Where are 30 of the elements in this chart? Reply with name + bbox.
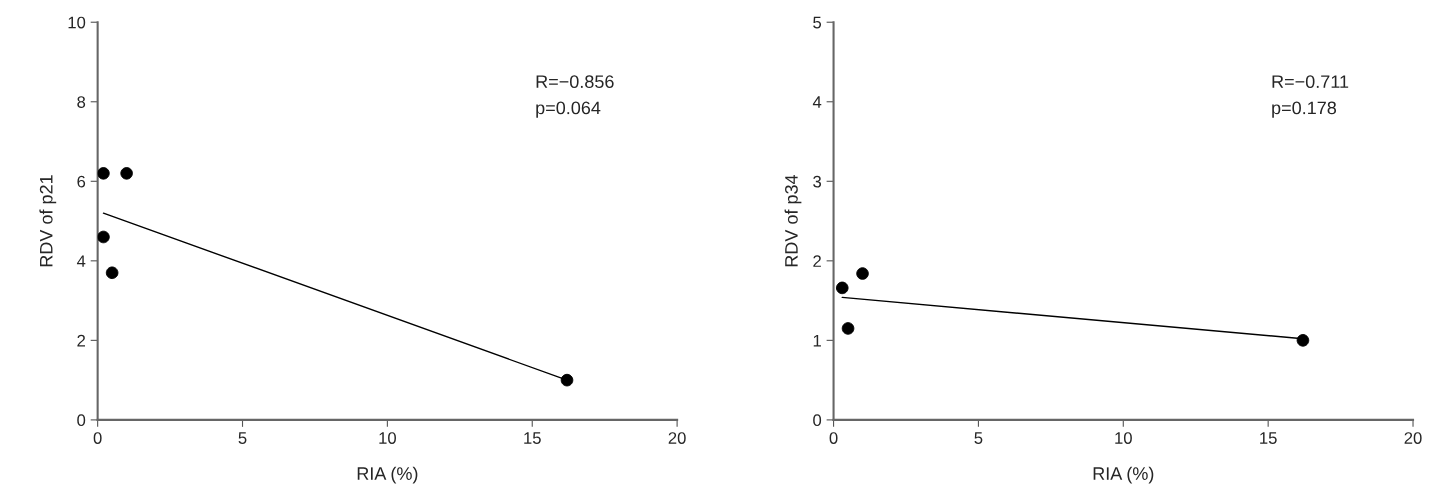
y-tick-label: 0	[77, 414, 86, 427]
x-axis-title: RIA (%)	[357, 466, 418, 484]
annotation: R=−0.856	[536, 75, 614, 89]
x-axis-title: RIA (%)	[1093, 466, 1154, 484]
y-tick-label: 4	[76, 255, 86, 267]
y-tick-label: 8	[77, 96, 86, 108]
x-tick-label: 10	[1115, 432, 1132, 444]
x-tick-label: 0	[829, 432, 838, 444]
x-tick-label: 5	[238, 432, 247, 444]
annotation: p=0.178	[1272, 101, 1337, 118]
y-tick-label: 2	[77, 334, 86, 347]
x-tick-label: 20	[1404, 432, 1422, 444]
annotation: p=0.064	[536, 101, 601, 118]
y-tick-label: 6	[77, 175, 86, 188]
x-tick-label: 0	[93, 432, 102, 444]
x-tick-label: 20	[668, 432, 686, 444]
annotation: R=−0.711	[1272, 75, 1349, 89]
y-tick-label: 0	[813, 414, 822, 427]
y-tick-label: 1	[813, 334, 821, 347]
y-axis-title: RDV of p21	[39, 175, 57, 267]
y-tick-label: 3	[813, 175, 822, 188]
y-tick-label: 5	[813, 16, 822, 29]
x-tick-label: 15	[1260, 432, 1277, 444]
x-tick-label: 5	[974, 432, 983, 444]
x-tick-label: 10	[379, 432, 396, 444]
y-tick-label: 4	[812, 96, 822, 108]
y-tick-label: 10	[68, 16, 86, 29]
y-axis-title: RDV of p34	[784, 174, 802, 267]
y-tick-label: 2	[813, 255, 821, 267]
x-tick-label: 15	[524, 432, 541, 444]
